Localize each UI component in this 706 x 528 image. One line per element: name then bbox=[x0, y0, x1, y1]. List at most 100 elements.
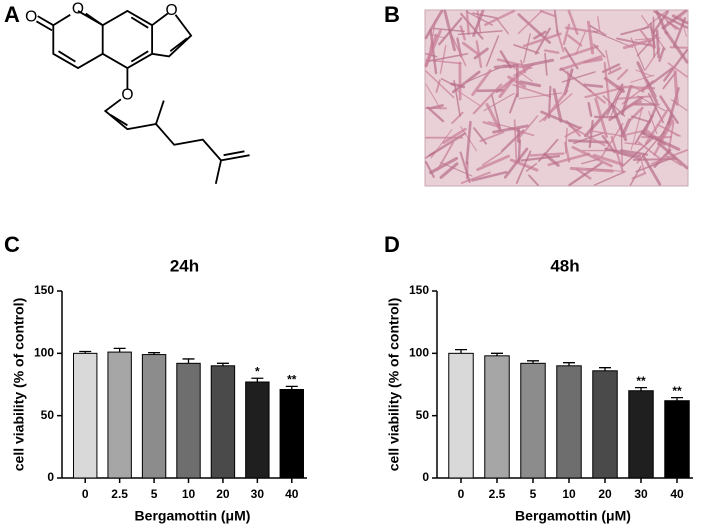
cell bbox=[425, 70, 455, 99]
cell bbox=[568, 161, 603, 187]
cell bbox=[597, 16, 601, 33]
cell bbox=[583, 83, 604, 88]
panel-label: A bbox=[4, 2, 20, 27]
x-tick-label: 40 bbox=[670, 487, 684, 501]
cell bbox=[518, 80, 542, 88]
x-tick-label: 2.5 bbox=[489, 487, 506, 501]
cell bbox=[667, 121, 675, 155]
x-tick-label: 5 bbox=[151, 487, 158, 501]
x-tick-label: 10 bbox=[562, 487, 576, 501]
bar bbox=[664, 400, 690, 479]
cell bbox=[544, 52, 548, 76]
chart-title: 48h bbox=[550, 256, 579, 275]
cell bbox=[459, 151, 471, 184]
cell bbox=[457, 30, 503, 36]
x-tick-label: 0 bbox=[82, 487, 89, 501]
x-tick-label: 40 bbox=[285, 487, 299, 501]
cell bbox=[658, 47, 665, 62]
cell bbox=[610, 103, 628, 142]
panel-label: C bbox=[4, 232, 20, 257]
cell bbox=[543, 49, 560, 54]
cell bbox=[605, 49, 612, 73]
micrograph bbox=[424, 9, 689, 187]
error-bar bbox=[563, 362, 575, 366]
cell bbox=[465, 120, 472, 165]
cell bbox=[642, 10, 668, 30]
cell bbox=[543, 152, 560, 167]
cell bbox=[624, 142, 642, 146]
cell bbox=[471, 69, 492, 97]
cell bbox=[622, 38, 652, 50]
cell bbox=[673, 69, 679, 106]
cell bbox=[538, 138, 559, 162]
cell bbox=[587, 88, 606, 104]
cell bbox=[436, 141, 455, 171]
cell bbox=[593, 43, 606, 58]
cell bbox=[634, 114, 654, 145]
cell bbox=[567, 9, 579, 35]
cell bbox=[462, 41, 480, 56]
cell bbox=[459, 25, 467, 41]
error-bar bbox=[285, 385, 298, 390]
cell bbox=[619, 129, 645, 138]
cell bbox=[512, 83, 552, 98]
cell bbox=[665, 31, 689, 64]
y-tick-label: 150 bbox=[409, 283, 429, 297]
cell bbox=[670, 99, 688, 111]
cell bbox=[425, 83, 442, 110]
cell bbox=[631, 115, 652, 124]
bar bbox=[448, 352, 474, 479]
x-tick-label: 20 bbox=[216, 487, 230, 501]
error-bar bbox=[455, 348, 467, 354]
cell bbox=[575, 167, 592, 180]
cell bbox=[661, 9, 688, 30]
atom: O bbox=[121, 87, 133, 104]
cell bbox=[522, 32, 562, 48]
cell bbox=[533, 30, 547, 40]
cell bbox=[517, 139, 522, 163]
cell bbox=[559, 45, 599, 60]
cell bbox=[673, 17, 687, 48]
cell bbox=[473, 127, 488, 145]
cell bbox=[587, 102, 593, 117]
error-bar bbox=[113, 347, 126, 353]
cell bbox=[640, 130, 681, 151]
x-tick-label: 5 bbox=[530, 487, 537, 501]
cell bbox=[652, 16, 655, 58]
cell bbox=[424, 161, 435, 179]
cell bbox=[516, 115, 539, 142]
error-bar bbox=[599, 367, 611, 371]
cell bbox=[585, 168, 627, 173]
cell bbox=[451, 111, 464, 125]
cell bbox=[460, 171, 491, 184]
bar bbox=[520, 362, 546, 479]
y-tick-label: 100 bbox=[409, 346, 429, 360]
cell bbox=[610, 135, 625, 173]
cell bbox=[481, 151, 503, 166]
cell bbox=[659, 143, 689, 170]
cell bbox=[523, 33, 531, 63]
bar bbox=[279, 388, 304, 479]
cell bbox=[425, 59, 462, 65]
cell bbox=[568, 125, 606, 147]
cell bbox=[567, 139, 610, 144]
cell bbox=[465, 9, 470, 36]
y-tick-label: 150 bbox=[34, 283, 54, 297]
bar bbox=[210, 365, 236, 479]
cell bbox=[636, 95, 666, 112]
cell bbox=[525, 162, 538, 172]
cell bbox=[662, 71, 677, 90]
cell bbox=[622, 135, 656, 167]
cell bbox=[636, 61, 658, 104]
cell bbox=[592, 30, 634, 48]
panel-label: D bbox=[384, 232, 400, 257]
cell bbox=[472, 83, 503, 115]
cell bbox=[426, 106, 445, 123]
cell bbox=[594, 97, 608, 138]
cell bbox=[515, 150, 532, 185]
cell bbox=[589, 24, 607, 36]
cell bbox=[564, 126, 583, 138]
cell bbox=[424, 29, 442, 68]
error-bar bbox=[182, 358, 195, 364]
atom: O bbox=[25, 9, 37, 26]
